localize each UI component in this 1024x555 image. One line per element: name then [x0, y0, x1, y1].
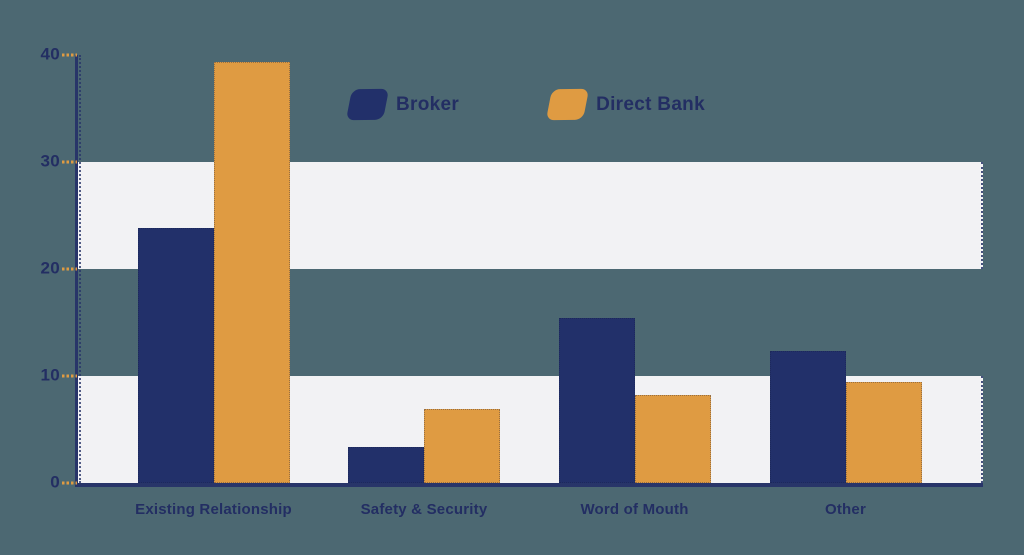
direct-bank-swatch-icon [545, 88, 590, 121]
x-axis-label-other: Other [824, 501, 866, 518]
y-axis-tick-mark-30 [62, 160, 77, 164]
bar-direct-bank-other [845, 382, 922, 483]
x-axis-line [75, 483, 983, 487]
y-axis-tick-mark-20 [62, 267, 77, 271]
y-axis-line [75, 55, 78, 487]
y-axis-tick-mark-10 [62, 374, 77, 378]
bar-direct-bank-word-of-mouth [634, 395, 711, 483]
bar-broker-other [769, 351, 846, 483]
bar-direct-bank-existing-relationship [213, 62, 290, 483]
legend: Broker Direct Bank [345, 88, 705, 121]
y-axis-tick-label-40: 40 [40, 44, 60, 64]
bar-direct-bank-safety-security [424, 409, 500, 483]
y-axis-tick-label-20: 20 [40, 258, 60, 278]
legend-label-broker: Broker [396, 93, 460, 115]
y-axis-dotted-line [79, 55, 81, 483]
broker-swatch-icon [345, 88, 390, 121]
bar-broker-word-of-mouth [558, 318, 635, 483]
y-axis-tick-label-30: 30 [40, 151, 60, 171]
x-axis-label-safety-security: Safety & Security [360, 501, 488, 518]
y-axis-tick-mark-40 [62, 53, 77, 57]
y-axis-tick-label-10: 10 [40, 365, 60, 385]
y-axis-tick-mark-0 [62, 481, 77, 485]
x-axis-label-existing-relationship: Existing Relationship [135, 501, 292, 518]
legend-item-direct-bank: Direct Bank [545, 88, 705, 121]
x-axis-label-word-of-mouth: Word of Mouth [580, 501, 689, 518]
y-axis-tick-label-0: 0 [50, 472, 60, 492]
bar-broker-existing-relationship [137, 228, 214, 483]
legend-item-broker: Broker [345, 88, 460, 121]
legend-label-direct-bank: Direct Bank [596, 93, 705, 115]
bar-broker-safety-security [348, 446, 424, 483]
